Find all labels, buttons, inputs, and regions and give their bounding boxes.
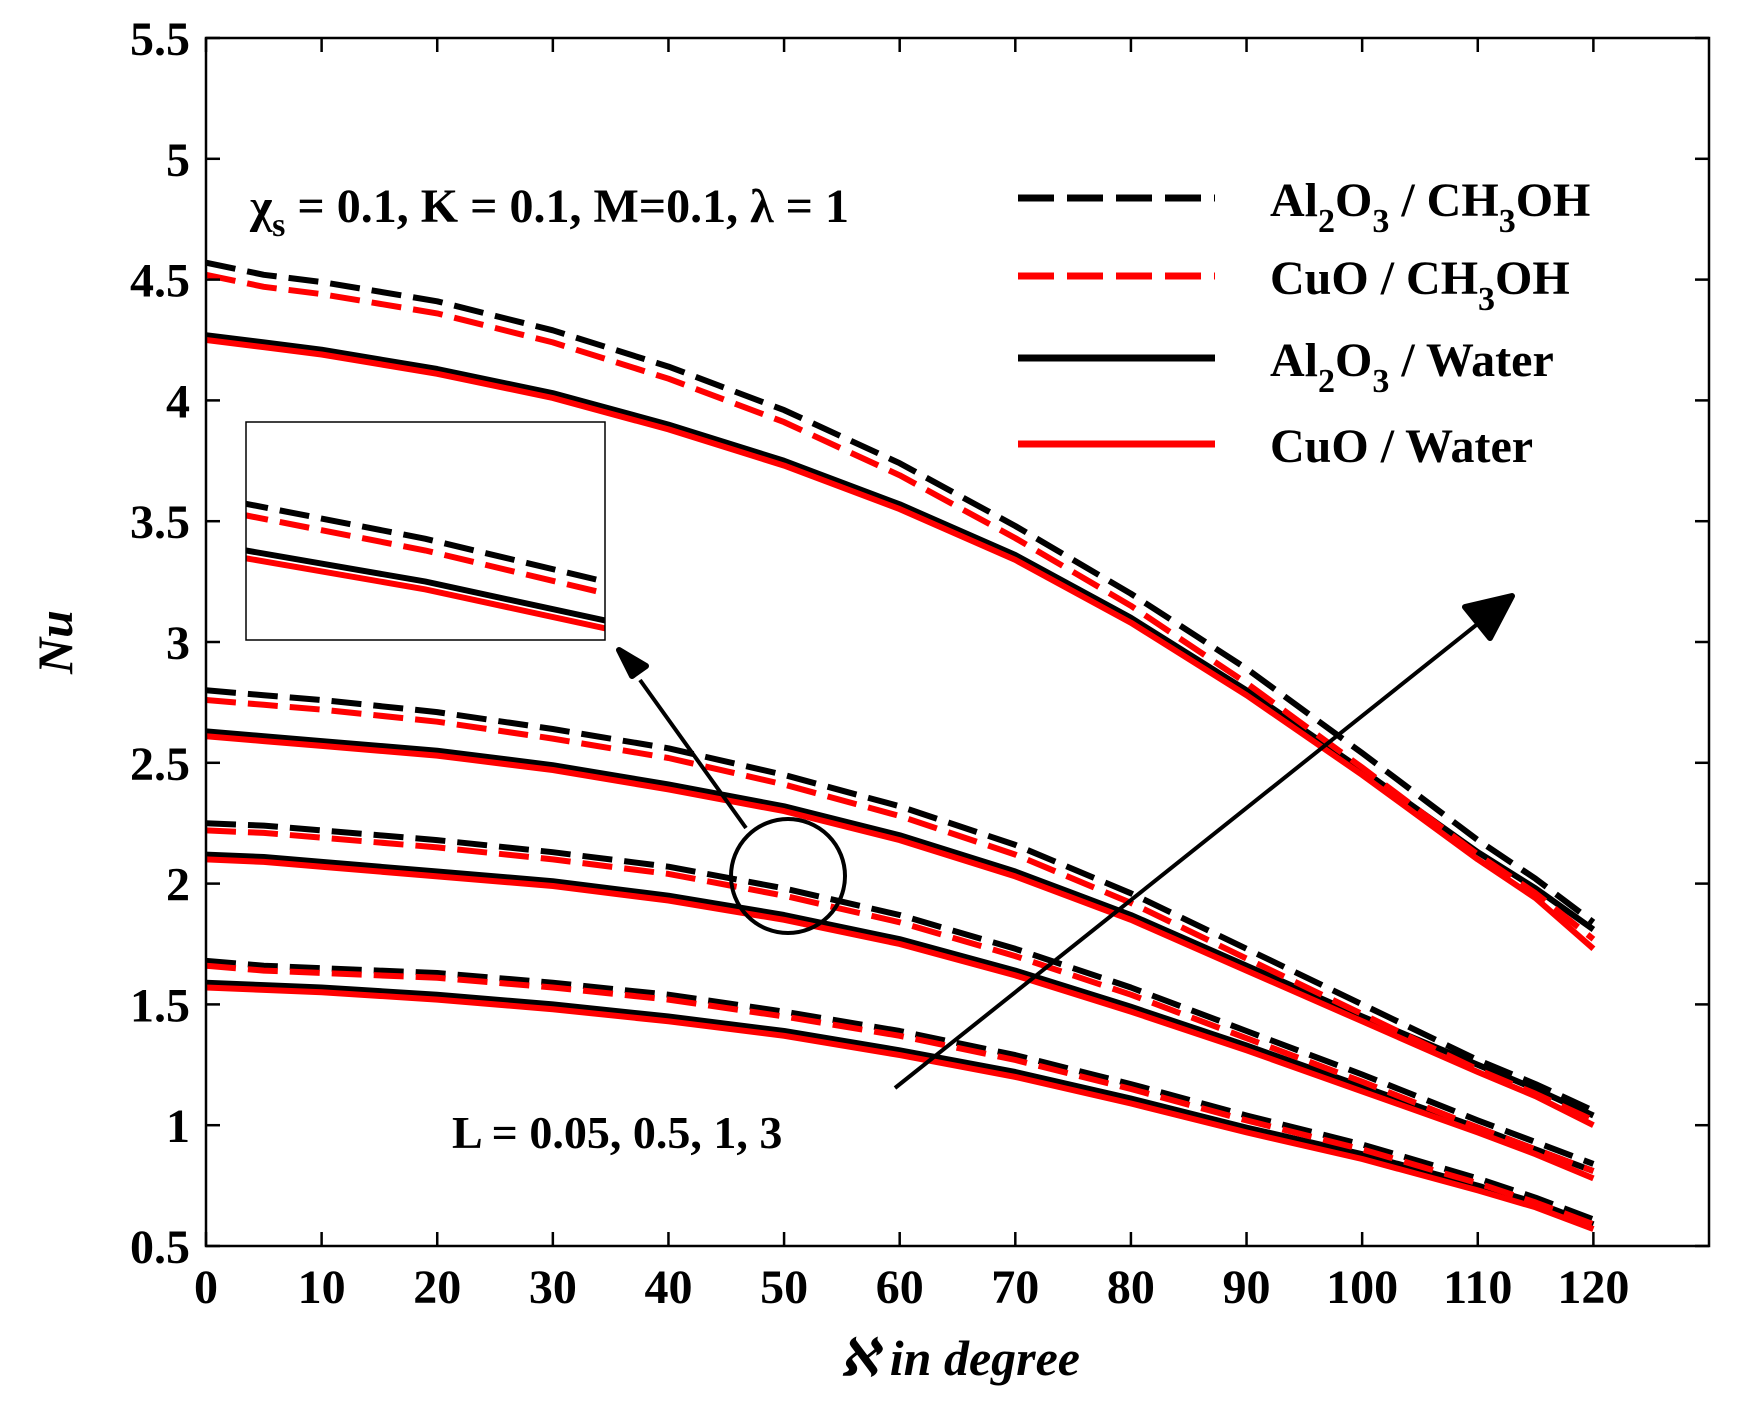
legend-text-part: CuO / Water	[1270, 420, 1533, 473]
legend-label-cuo-ch3oh: CuO / CH3OH	[1270, 252, 1570, 318]
y-tick-label: 5	[166, 134, 190, 187]
curve-cuo-ch3oh-l-3	[206, 271, 1596, 942]
l-arrow-head	[1462, 593, 1515, 641]
legend-label-al2o3-ch3oh: Al2O3 / CH3OH	[1270, 174, 1590, 240]
y-tick-label: 3	[166, 617, 190, 670]
legend-text-part: Al	[1270, 174, 1318, 227]
curve-cuo-water-l-1	[206, 733, 1595, 1128]
curves-layer	[206, 259, 1596, 1232]
curve-al2o3-ch3oh-l-0-05	[206, 957, 1595, 1223]
legend-subscript: 3	[1499, 203, 1516, 240]
legend-label-cuo-water: CuO / Water	[1270, 420, 1533, 473]
param-chi-subscript: s	[272, 207, 285, 244]
zoom-arrow-line	[638, 678, 748, 830]
inset-frame	[245, 421, 606, 641]
x-tick-label: 100	[1326, 1261, 1398, 1314]
curve-cuo-water-l-3	[206, 337, 1596, 952]
curve-al2o3-water-l-1	[206, 728, 1595, 1119]
curve-cuo-water-l-0-05	[206, 984, 1595, 1232]
l-arrow-line	[893, 620, 1482, 1090]
legend-subscript: 3	[1372, 203, 1389, 240]
legend-subscript: 2	[1318, 363, 1335, 400]
param-values: = 0.1, K = 0.1, M=0.1, λ = 1	[285, 180, 849, 233]
y-tick-label: 0.5	[130, 1221, 190, 1274]
parameter-annotation: χs = 0.1, K = 0.1, M=0.1, λ = 1	[249, 180, 849, 244]
curve-al2o3-ch3oh-l-0-5	[206, 820, 1595, 1167]
y-tick-label: 3.5	[130, 496, 190, 549]
legend-subscript: 3	[1478, 281, 1495, 318]
legend-subscript: 2	[1318, 203, 1335, 240]
annotations-layer: L = 0.05, 0.5, 1, 3 χs = 0.1, K = 0.1, M…	[249, 180, 1515, 1158]
axes-layer: 0 10 20 30 40 50 60 70 80 90 100 110 120 0.5 1 1.5 2 2.5 3…	[27, 13, 1711, 1386]
x-axis-label: ℵ in degree	[840, 1330, 1080, 1386]
curve-al2o3-ch3oh-l-3	[206, 259, 1596, 925]
zoom-arrow-head	[616, 647, 649, 679]
legend-label-al2o3-water: Al2O3 / Water	[1270, 334, 1554, 400]
x-tick-label: 50	[760, 1261, 808, 1314]
legend-text-part: / Water	[1389, 334, 1553, 387]
y-axis-label: Nu	[27, 610, 83, 675]
y-tick-label: 2	[166, 859, 190, 912]
curve-cuo-ch3oh-l-0-05	[206, 962, 1595, 1228]
zoom-circle	[729, 817, 847, 935]
x-tick-label: 30	[529, 1261, 577, 1314]
x-tick-label: 110	[1443, 1261, 1512, 1314]
legend-text-part: O	[1335, 334, 1372, 387]
y-tick-label: 4.5	[130, 255, 190, 308]
legend-text-part: O	[1335, 174, 1372, 227]
inset-background	[246, 422, 605, 640]
x-tick-label: 10	[298, 1261, 346, 1314]
y-tick-label: 4	[166, 375, 190, 428]
curve-cuo-water-l-0-5	[206, 856, 1595, 1182]
curve-cuo-ch3oh-l-0-5	[206, 827, 1595, 1174]
legend-text-part: CuO / CH	[1270, 252, 1478, 305]
x-tick-label: 60	[876, 1261, 924, 1314]
x-tick-label: 70	[991, 1261, 1039, 1314]
l-values-annotation: L = 0.05, 0.5, 1, 3	[452, 1107, 782, 1158]
legend-text-part: Al	[1270, 334, 1318, 387]
x-tick-label: 80	[1107, 1261, 1155, 1314]
y-tick-label: 2.5	[130, 738, 190, 791]
inset-zoom	[245, 421, 606, 641]
legend-subscript: 3	[1372, 363, 1389, 400]
curve-cuo-ch3oh-l-1	[206, 697, 1595, 1124]
y-tick-label: 1.5	[130, 979, 190, 1032]
x-tick-label: 90	[1223, 1261, 1271, 1314]
y-tick-label: 5.5	[130, 13, 190, 66]
legend-text-part: / CH	[1389, 174, 1498, 227]
legend-text-part: OH	[1495, 252, 1570, 305]
x-tick-label: 40	[644, 1261, 692, 1314]
x-tick-label: 120	[1557, 1261, 1629, 1314]
curve-al2o3-ch3oh-l-1	[206, 687, 1595, 1114]
x-tick-label: 0	[194, 1261, 218, 1314]
curve-al2o3-water-l-0-05	[206, 979, 1595, 1228]
y-tick-label: 1	[166, 1100, 190, 1153]
param-chi: χ	[249, 180, 273, 233]
x-tick-label: 20	[413, 1261, 461, 1314]
legend-text-part: OH	[1516, 174, 1591, 227]
